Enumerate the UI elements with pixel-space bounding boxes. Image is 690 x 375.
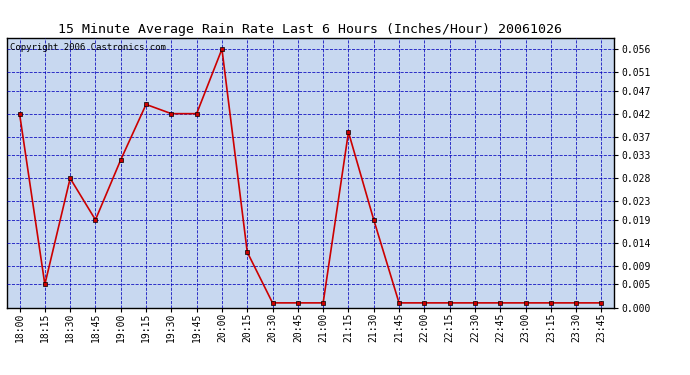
Text: Copyright 2006 Castronics.com: Copyright 2006 Castronics.com [10,43,166,52]
Title: 15 Minute Average Rain Rate Last 6 Hours (Inches/Hour) 20061026: 15 Minute Average Rain Rate Last 6 Hours… [59,23,562,36]
